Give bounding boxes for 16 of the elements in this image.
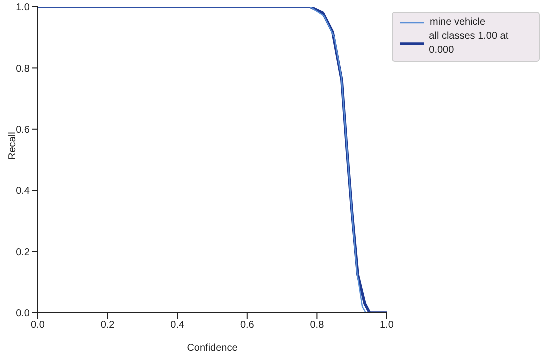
x-tick-label: 0.6: [240, 320, 255, 332]
x-tick-label: 0.8: [310, 320, 325, 332]
y-tick-label: 0.2: [16, 247, 30, 258]
y-tick-label: 0.0: [16, 308, 30, 320]
legend-label: mine vehicle: [430, 16, 486, 30]
y-tick-label: 0.6: [16, 124, 30, 136]
y-tick-label: 0.8: [16, 64, 30, 75]
x-tick-label: 0.4: [170, 320, 185, 332]
y-axis-title: Recall: [8, 132, 19, 160]
x-tick-label: 0.0: [31, 320, 46, 332]
y-tick-label: 1.0: [16, 2, 30, 14]
x-axis-title: Confidence: [187, 343, 238, 354]
y-tick-label: 0.4: [16, 186, 30, 198]
x-tick-label: 1.0: [380, 320, 394, 332]
x-tick-label: 0.2: [100, 320, 116, 332]
legend-label: all classes 1.00 at 0.000: [429, 30, 510, 58]
